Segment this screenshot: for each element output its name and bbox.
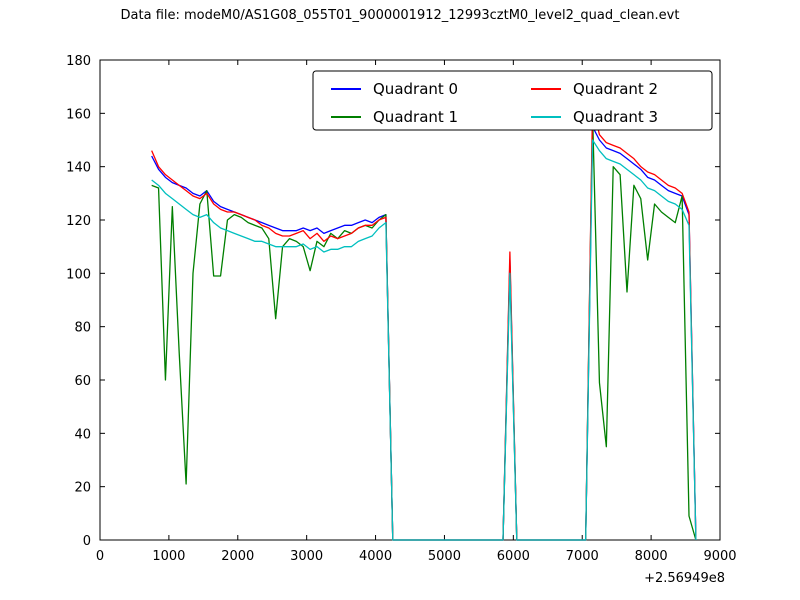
x-tick-label: 4000 (359, 549, 392, 564)
y-tick-label: 40 (74, 427, 91, 442)
x-tick-label: 8000 (635, 549, 668, 564)
legend-label-quadrant-2: Quadrant 2 (573, 80, 658, 98)
x-tick-label: 0 (96, 549, 104, 564)
x-tick-label: 1000 (152, 549, 185, 564)
x-tick-label: 9000 (703, 549, 736, 564)
x-tick-label: 7000 (566, 549, 599, 564)
series-line-quadrant-3 (151, 139, 697, 541)
y-tick-label: 140 (66, 161, 91, 176)
legend-label-quadrant-0: Quadrant 0 (373, 80, 458, 98)
y-tick-label: 80 (74, 321, 91, 336)
y-tick-label: 160 (66, 107, 91, 122)
x-tick-label: 6000 (497, 549, 530, 564)
legend-label-quadrant-3: Quadrant 3 (573, 108, 658, 126)
x-tick-label: 5000 (428, 549, 461, 564)
legend-box (312, 70, 713, 131)
y-tick-label: 0 (83, 534, 91, 549)
y-tick-label: 20 (74, 481, 91, 496)
chart-title: Data file: modeM0/AS1G08_055T01_90000019… (120, 8, 680, 23)
x-axis-offset-label: +2.56949e8 (644, 571, 725, 586)
y-tick-label: 60 (74, 374, 91, 389)
y-tick-label: 100 (66, 267, 91, 282)
x-tick-label: 3000 (290, 549, 323, 564)
legend-label-quadrant-1: Quadrant 1 (373, 108, 458, 126)
x-tick-label: 2000 (221, 549, 254, 564)
plot-frame (99, 59, 721, 541)
y-tick-label: 180 (66, 54, 91, 69)
y-tick-label: 120 (66, 214, 91, 229)
